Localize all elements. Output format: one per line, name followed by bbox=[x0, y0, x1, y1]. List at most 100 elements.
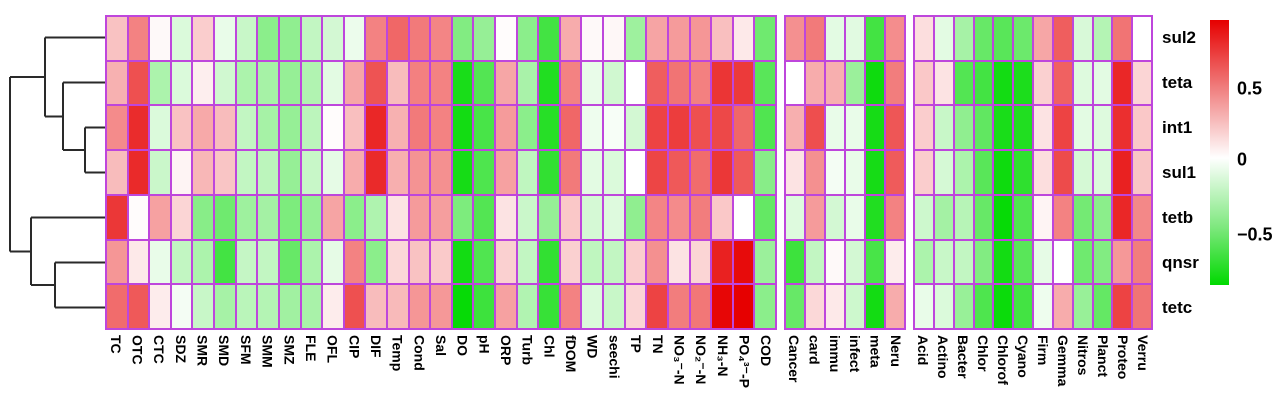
heatmap-cell bbox=[107, 151, 127, 194]
heatmap-cell bbox=[604, 240, 624, 284]
heatmap-cell bbox=[806, 240, 824, 284]
heatmap-cell bbox=[323, 195, 343, 239]
heatmap-cell bbox=[625, 240, 646, 284]
heatmap-cell bbox=[474, 17, 495, 60]
heatmap-grid bbox=[913, 15, 1153, 330]
heatmap-cell bbox=[846, 61, 864, 105]
heatmap-cell bbox=[604, 61, 624, 105]
heatmap-cell bbox=[866, 106, 884, 150]
heatmap-cell bbox=[786, 17, 804, 60]
heatmap-cell bbox=[647, 195, 667, 239]
heatmap-cell bbox=[193, 285, 214, 328]
heatmap-cell bbox=[258, 151, 278, 194]
heatmap-cell bbox=[107, 61, 127, 105]
heatmap-cell bbox=[1053, 195, 1072, 239]
heatmap-cell bbox=[866, 17, 884, 60]
heatmap-cell bbox=[452, 151, 473, 194]
heatmap-cell bbox=[1093, 61, 1112, 105]
heatmap-cell bbox=[806, 17, 824, 60]
heatmap-cell bbox=[826, 151, 844, 194]
heatmap-cell bbox=[1014, 61, 1032, 105]
heatmap-cell bbox=[215, 106, 235, 150]
heatmap-cell bbox=[431, 106, 451, 150]
heatmap-cell bbox=[1014, 195, 1032, 239]
heatmap-cell bbox=[1034, 240, 1052, 284]
heatmap-cell bbox=[171, 195, 192, 239]
heatmap-cell bbox=[994, 195, 1013, 239]
heatmap-cell bbox=[668, 240, 689, 284]
heatmap-cell bbox=[496, 151, 516, 194]
heatmap-cell bbox=[886, 195, 904, 239]
column-label: OFL bbox=[324, 335, 341, 363]
heatmap-cell bbox=[733, 17, 754, 60]
heatmap-cell bbox=[668, 151, 689, 194]
heatmap-cell bbox=[496, 17, 516, 60]
heatmap-cell bbox=[128, 17, 149, 60]
heatmap-cell bbox=[1034, 106, 1052, 150]
heatmap-cell bbox=[647, 285, 667, 328]
heatmap-cell bbox=[1113, 106, 1132, 150]
heatmap-cell bbox=[826, 195, 844, 239]
heatmap-cell bbox=[279, 17, 300, 60]
heatmap-cell bbox=[452, 106, 473, 150]
column-label: pH bbox=[476, 335, 493, 354]
heatmap-cell bbox=[755, 195, 775, 239]
heatmap-cell bbox=[668, 61, 689, 105]
heatmap-cell bbox=[846, 17, 864, 60]
heatmap-cell bbox=[604, 17, 624, 60]
heatmap-cell bbox=[954, 61, 973, 105]
heatmap-cell bbox=[826, 285, 844, 328]
column-label: card bbox=[806, 335, 823, 365]
legend-tick-label: 0.5 bbox=[1237, 78, 1263, 99]
column-label: SMD bbox=[216, 335, 233, 367]
heatmap-cell bbox=[915, 240, 933, 284]
heatmap-cell bbox=[431, 151, 451, 194]
heatmap-cell bbox=[886, 61, 904, 105]
column-label: SMR bbox=[194, 335, 211, 367]
heatmap-cell bbox=[517, 285, 538, 328]
heatmap-cell bbox=[431, 17, 451, 60]
heatmap-cell bbox=[1034, 61, 1052, 105]
heatmap-grid bbox=[105, 15, 777, 330]
heatmap-cell bbox=[107, 17, 127, 60]
heatmap-cell bbox=[806, 106, 824, 150]
heatmap-cell bbox=[560, 151, 581, 194]
heatmap-cell bbox=[866, 195, 884, 239]
heatmap-cell bbox=[994, 17, 1013, 60]
heatmap-cell bbox=[279, 61, 300, 105]
column-label: Gemma bbox=[1055, 335, 1071, 387]
heatmap-cell bbox=[150, 285, 170, 328]
column-label: Sal bbox=[433, 335, 449, 357]
heatmap-cell bbox=[387, 61, 408, 105]
heatmap-cell bbox=[539, 17, 559, 60]
heatmap-cell bbox=[1053, 61, 1072, 105]
heatmap-cell bbox=[1034, 195, 1052, 239]
heatmap-cell bbox=[994, 240, 1013, 284]
heatmap-cell bbox=[690, 240, 711, 284]
heatmap-cell bbox=[786, 195, 804, 239]
heatmap-cell bbox=[866, 240, 884, 284]
heatmap-cell bbox=[954, 106, 973, 150]
heatmap-cell bbox=[604, 106, 624, 150]
heatmap-cell bbox=[1113, 151, 1132, 194]
heatmap-cell bbox=[258, 106, 278, 150]
heatmap-cell bbox=[474, 240, 495, 284]
heatmap-cell bbox=[193, 240, 214, 284]
heatmap-cell bbox=[1093, 285, 1112, 328]
heatmap-cell bbox=[625, 106, 646, 150]
heatmap-cell bbox=[279, 151, 300, 194]
heatmap-cell bbox=[934, 240, 953, 284]
heatmap-cell bbox=[604, 195, 624, 239]
column-label: PO₄³⁻-P bbox=[736, 335, 753, 388]
heatmap-cell bbox=[647, 151, 667, 194]
heatmap-cell bbox=[582, 61, 603, 105]
heatmap-cell bbox=[1053, 106, 1072, 150]
heatmap-cell bbox=[582, 195, 603, 239]
heatmap-cell bbox=[150, 151, 170, 194]
heatmap-cell bbox=[301, 17, 322, 60]
heatmap-panel-disease-categories: Cancer card immu infect meta Neru bbox=[784, 15, 906, 382]
heatmap-cell bbox=[150, 240, 170, 284]
heatmap-cell bbox=[128, 61, 149, 105]
heatmap-cell bbox=[474, 106, 495, 150]
heatmap-cell bbox=[886, 17, 904, 60]
